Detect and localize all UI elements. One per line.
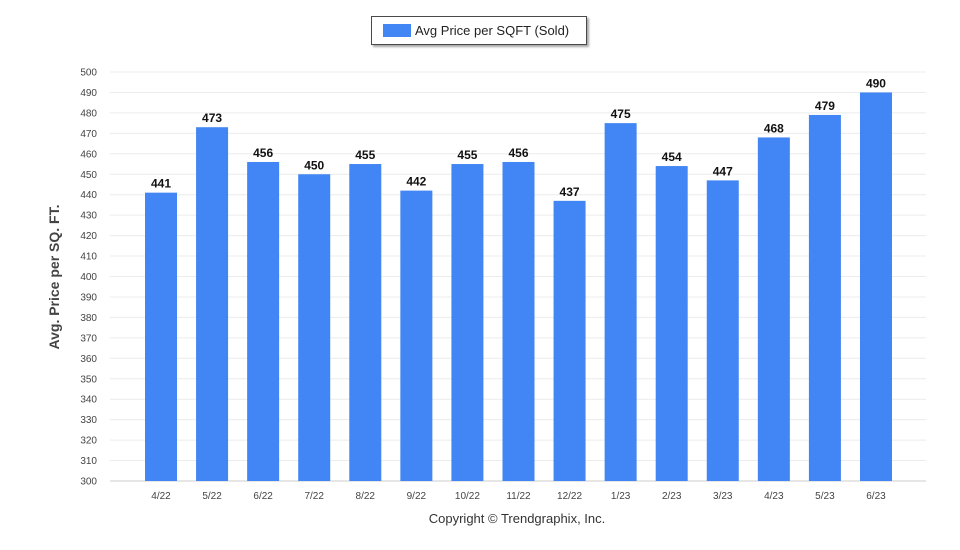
x-tick-label: 6/23 <box>866 491 886 502</box>
data-label: 490 <box>866 76 886 90</box>
bar <box>247 161 280 482</box>
data-label: 468 <box>764 121 784 135</box>
y-tick-label: 430 <box>80 211 97 222</box>
x-tick-label: 1/23 <box>611 491 631 502</box>
x-tick-label: 10/22 <box>455 491 480 502</box>
y-tick-label: 460 <box>80 149 97 160</box>
y-tick-label: 450 <box>80 170 97 181</box>
bar <box>451 164 484 481</box>
x-tick-label: 2/23 <box>662 491 682 502</box>
y-axis-ticks: 300 310 320 330 340 350 360 370 380 390 400 410 420 4… <box>80 68 97 488</box>
y-tick-label: 330 <box>80 415 97 426</box>
bar <box>553 200 586 481</box>
x-tick-label: 7/22 <box>304 491 324 502</box>
bar <box>400 190 433 482</box>
y-tick-label: 490 <box>80 88 97 99</box>
data-label: 441 <box>151 177 171 191</box>
bar <box>808 114 841 481</box>
data-label: 442 <box>406 175 426 189</box>
bar <box>757 137 790 481</box>
y-tick-label: 380 <box>80 313 97 324</box>
bar <box>706 180 739 481</box>
copyright-text: Copyright © Trendgraphix, Inc. <box>428 511 606 526</box>
y-tick-label: 350 <box>80 374 97 385</box>
chart-legend: Avg Price per SQFT (Sold) <box>371 16 587 45</box>
y-tick-label: 310 <box>80 456 97 467</box>
bar <box>859 92 892 481</box>
x-tick-label: 12/22 <box>557 491 582 502</box>
bar <box>145 192 177 481</box>
y-tick-label: 400 <box>80 272 97 283</box>
legend-swatch <box>383 24 411 37</box>
y-tick-label: 370 <box>80 333 97 344</box>
legend-label: Avg Price per SQFT (Sold) <box>415 23 570 38</box>
y-tick-label: 480 <box>80 108 97 119</box>
data-label: 447 <box>713 164 733 178</box>
data-label: 450 <box>304 158 324 172</box>
data-label: 456 <box>253 146 273 160</box>
bar <box>502 161 535 482</box>
data-label: 473 <box>202 111 222 125</box>
y-tick-label: 300 <box>80 477 97 488</box>
data-label: 455 <box>457 148 477 162</box>
x-tick-label: 5/23 <box>815 491 835 502</box>
y-tick-label: 500 <box>80 68 97 79</box>
y-tick-label: 390 <box>80 292 97 303</box>
bars <box>145 92 892 482</box>
x-axis-ticks: 4/22 5/22 6/22 7/22 8/22 9/22 10/22 11/22 12/22 1… <box>151 491 886 502</box>
data-label: 437 <box>560 185 580 199</box>
y-axis-title: Avg. Price per SQ. FT. <box>46 205 62 350</box>
x-tick-label: 4/23 <box>764 491 784 502</box>
x-tick-label: 11/22 <box>506 491 531 502</box>
x-tick-label: 5/22 <box>202 491 222 502</box>
y-tick-label: 440 <box>80 190 97 201</box>
bar <box>604 123 637 481</box>
data-label: 479 <box>815 99 835 113</box>
bar <box>298 174 331 481</box>
y-tick-label: 340 <box>80 395 97 406</box>
data-label: 455 <box>355 148 375 162</box>
data-labels: 441 473 456 450 455 442 455 456 437 475 454 447 468 4… <box>151 76 886 198</box>
bar <box>655 166 688 481</box>
data-label: 475 <box>611 107 631 121</box>
bar <box>349 164 382 481</box>
y-tick-label: 470 <box>80 129 97 140</box>
y-tick-label: 320 <box>80 436 97 447</box>
x-tick-label: 9/22 <box>407 491 427 502</box>
data-label: 456 <box>508 146 528 160</box>
x-tick-label: 8/22 <box>356 491 376 502</box>
data-label: 454 <box>662 150 682 164</box>
x-tick-label: 4/22 <box>151 491 171 502</box>
y-tick-label: 410 <box>80 252 97 263</box>
y-tick-label: 360 <box>80 354 97 365</box>
x-tick-label: 6/22 <box>253 491 273 502</box>
y-tick-label: 420 <box>80 231 97 242</box>
x-tick-label: 3/23 <box>713 491 733 502</box>
bar <box>196 127 229 481</box>
